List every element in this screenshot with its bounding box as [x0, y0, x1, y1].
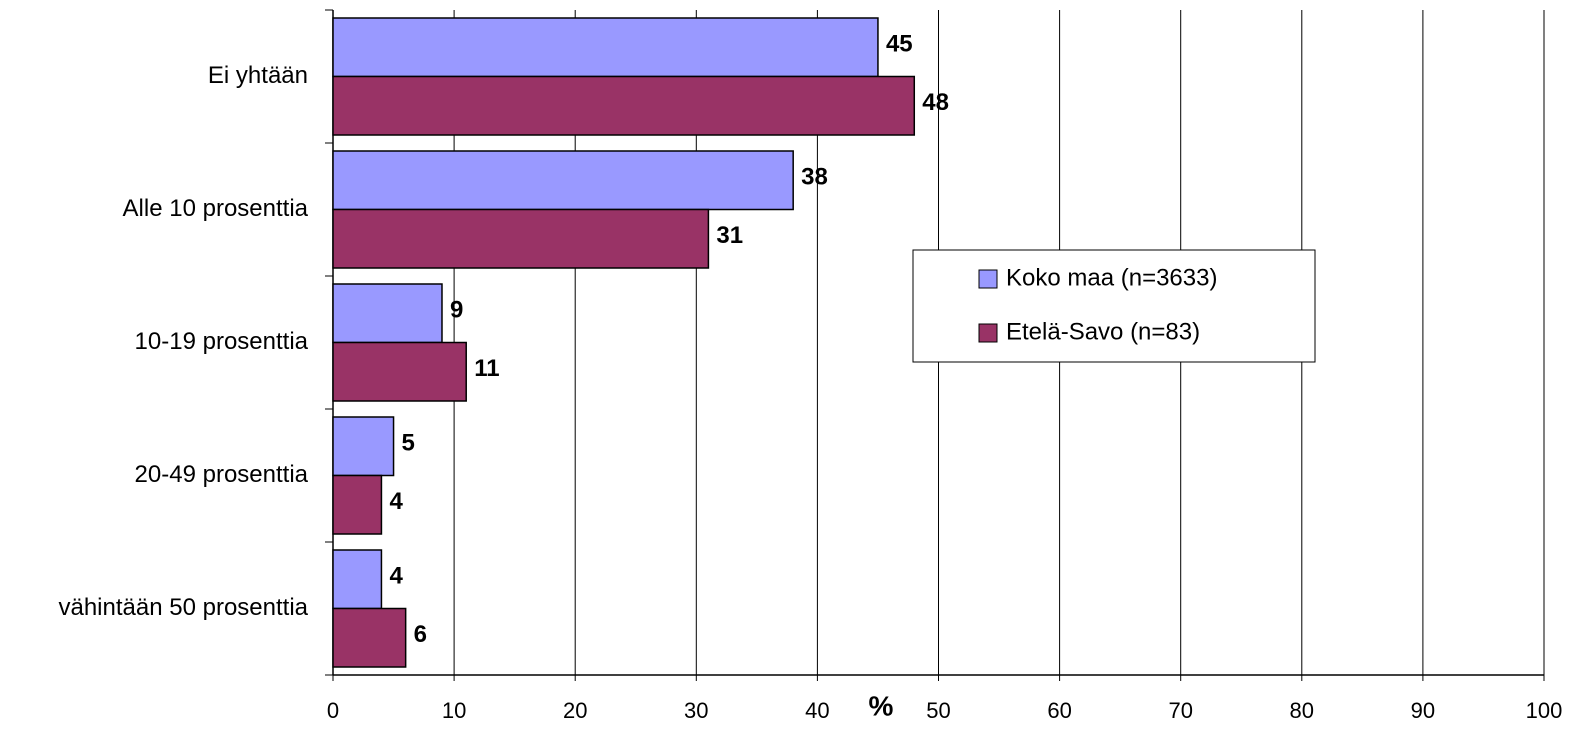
- x-tick-label: 60: [1047, 698, 1071, 723]
- x-tick-label: 100: [1526, 698, 1563, 723]
- x-tick-label: 80: [1290, 698, 1314, 723]
- y-tick-label: Alle 10 prosenttia: [123, 195, 309, 222]
- bar: [332, 474, 383, 535]
- bar: [332, 607, 407, 668]
- x-axis-label: %: [869, 690, 894, 721]
- x-tick-label: 70: [1168, 698, 1192, 723]
- legend-swatch: [978, 269, 998, 289]
- bar: [332, 283, 443, 344]
- data-label: 38: [801, 164, 828, 191]
- bar: [332, 549, 383, 610]
- x-tick-label: 20: [563, 698, 587, 723]
- bar: [332, 75, 916, 136]
- x-tick-label: 40: [805, 698, 829, 723]
- data-label: 11: [474, 355, 499, 382]
- y-tick-label: vähintään 50 prosenttia: [58, 594, 308, 621]
- data-label: 4: [389, 563, 403, 590]
- y-tick-label: 10-19 prosenttia: [135, 328, 309, 355]
- legend-swatch: [978, 323, 998, 343]
- data-label: 5: [402, 430, 415, 457]
- data-label: 48: [922, 89, 949, 116]
- bar: [332, 416, 395, 477]
- data-label: 4: [389, 488, 403, 515]
- legend-label: Etelä-Savo (n=83): [1006, 318, 1200, 345]
- y-tick-label: 20-49 prosenttia: [135, 461, 309, 488]
- legend-box: [912, 249, 1316, 363]
- bar: [332, 208, 710, 269]
- data-label: 45: [886, 31, 913, 58]
- x-tick-label: 30: [684, 698, 708, 723]
- data-label: 6: [414, 621, 427, 648]
- x-tick-label: 10: [442, 698, 466, 723]
- y-tick-label: Ei yhtään: [208, 62, 308, 89]
- x-tick-label: 50: [926, 698, 950, 723]
- data-label: 9: [450, 297, 463, 324]
- legend-label: Koko maa (n=3633): [1006, 264, 1217, 291]
- bar: [332, 150, 794, 211]
- x-tick-label: 90: [1411, 698, 1435, 723]
- x-tick-label: 0: [327, 698, 339, 723]
- data-label: 31: [716, 222, 743, 249]
- bar: [332, 17, 879, 78]
- bar: [332, 341, 467, 402]
